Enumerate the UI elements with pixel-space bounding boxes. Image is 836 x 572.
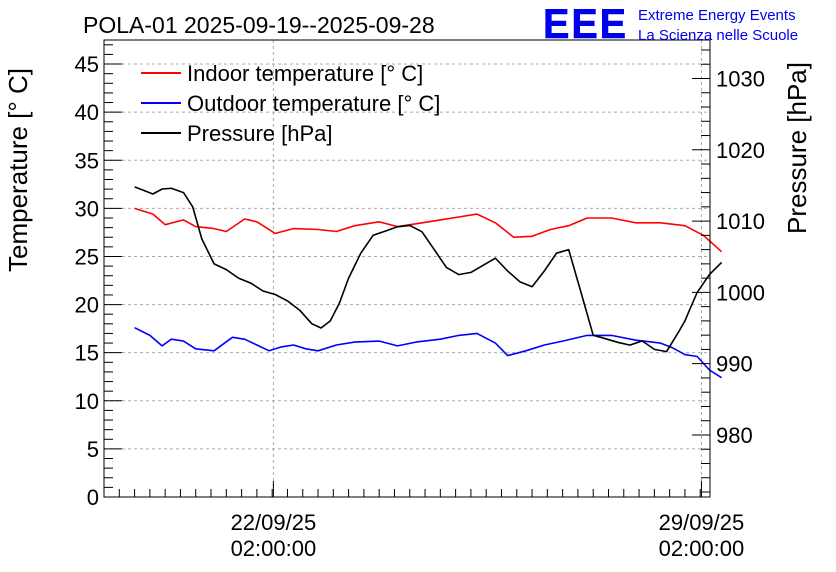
y2-tick-label: 990 <box>716 352 753 377</box>
series-line-pressure <box>134 186 723 353</box>
y2-tick-label: 1030 <box>716 66 765 91</box>
x-tick-label-date: 22/09/25 <box>231 510 317 535</box>
y-tick-label: 10 <box>75 389 99 414</box>
y-tick-label: 0 <box>87 485 99 510</box>
x-tick-label-time: 02:00:00 <box>659 536 745 561</box>
plot-frame <box>103 39 711 498</box>
logo-subtitle-1: Extreme Energy Events <box>638 7 796 24</box>
y-axis-right: 980 990 1000 1010 1020 1030 <box>692 49 765 493</box>
y-tick-label: 25 <box>75 244 99 269</box>
y-tick-label: 20 <box>75 293 99 318</box>
y-axis-left: 0 5 10 15 20 25 30 35 40 45 <box>75 44 122 510</box>
legend-label: Outdoor temperature [° C] <box>187 91 440 116</box>
y2-tick-label: 1020 <box>716 138 765 163</box>
legend: Indoor temperature [° C] Outdoor temperat… <box>141 61 440 146</box>
y2-tick-label: 1000 <box>716 280 765 305</box>
x-tick-label-time: 02:00:00 <box>231 536 317 561</box>
y-tick-label: 35 <box>75 148 99 173</box>
series-line-outdoor <box>134 326 723 379</box>
chart-title: POLA-01 2025-09-19--2025-09-28 <box>83 12 435 38</box>
y-axis-label: Temperature [° C] <box>3 68 33 272</box>
legend-label: Pressure [hPa] <box>187 121 333 146</box>
eee-logo: EEE <box>543 0 628 47</box>
y-tick-label: 15 <box>75 341 99 366</box>
y2-tick-label: 1010 <box>716 209 765 234</box>
legend-label: Indoor temperature [° C] <box>187 61 423 86</box>
x-tick-label-date: 29/09/25 <box>659 510 745 535</box>
y-tick-label: 5 <box>87 437 99 462</box>
y2-axis-label: Pressure [hPa] <box>782 62 812 234</box>
y-tick-label: 30 <box>75 196 99 221</box>
y-tick-label: 45 <box>75 52 99 77</box>
logo-subtitle-2: La Scienza nelle Scuole <box>638 27 798 44</box>
series-layer <box>134 186 723 379</box>
y-tick-label: 40 <box>75 100 99 125</box>
y2-tick-label: 980 <box>716 423 753 448</box>
